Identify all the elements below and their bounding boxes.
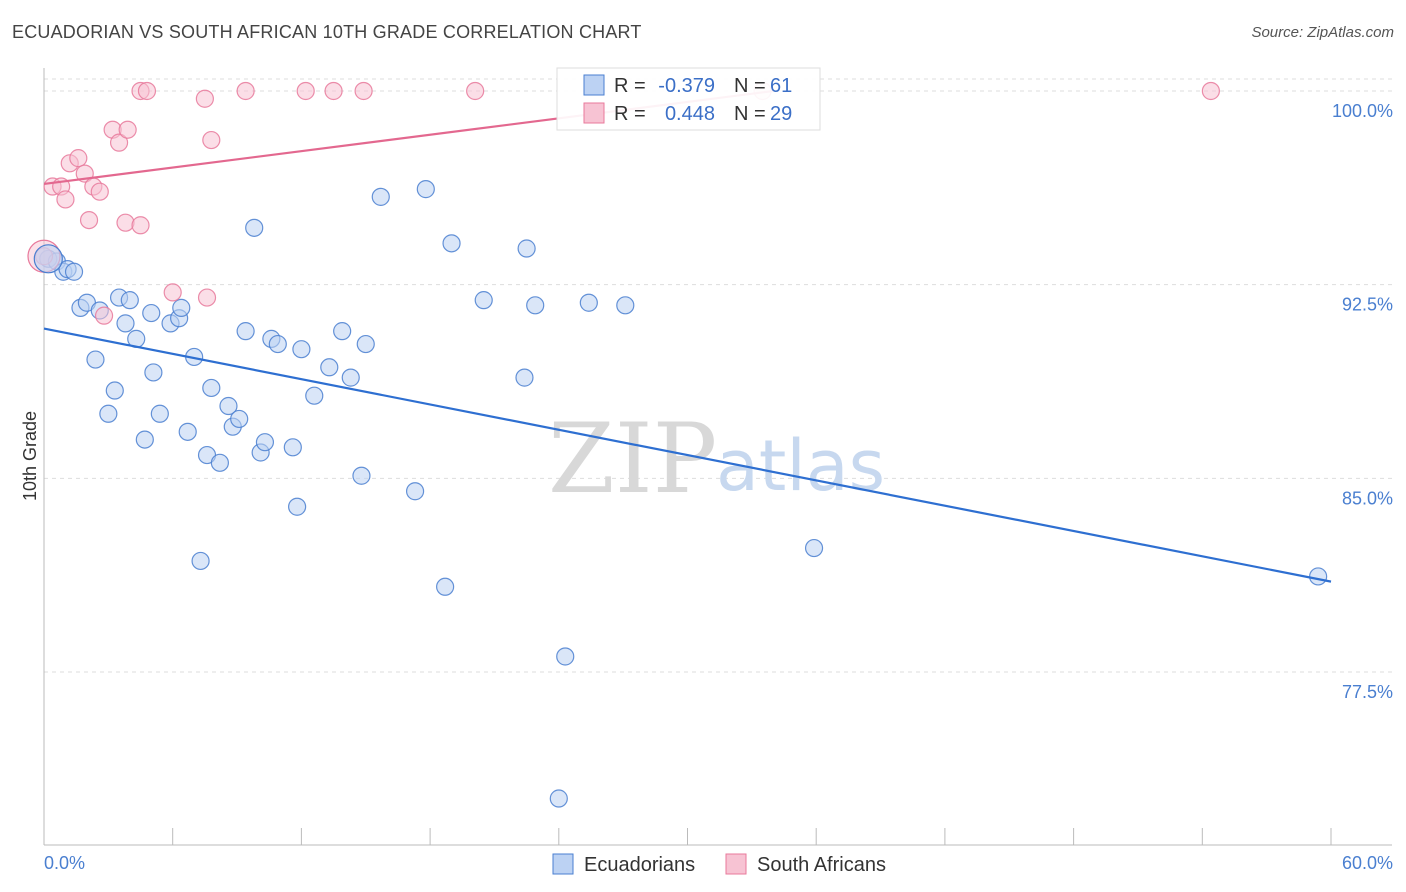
ecuadorian-point (517, 239, 536, 258)
ecuadorian-point (526, 296, 545, 315)
south-african-point (137, 81, 157, 101)
legend: Ecuadorians South Africans (552, 853, 886, 876)
south-african-point (131, 216, 150, 235)
ecuadorian-trend-line (43, 327, 1332, 583)
y-tick-label: 92.5% (1342, 295, 1393, 315)
south-african-point (69, 149, 88, 168)
ecuadorian-point (236, 322, 255, 341)
ecuadorian-point (352, 466, 371, 485)
ecuadorian-point (178, 422, 197, 441)
ecuadorian-point (255, 433, 275, 452)
ecuadorian-point (33, 244, 63, 274)
ecuadorian-point (172, 298, 191, 317)
stats-box: R = -0.379 N = 61 R = 0.448 N = 29 (556, 67, 821, 131)
south-african-point (90, 182, 109, 201)
ecuadorian-point (245, 218, 264, 237)
legend-ecuadorians-swatch (552, 853, 574, 875)
ecuadorian-point (305, 386, 324, 405)
south-african-point (354, 81, 373, 101)
ecuadorian-point (99, 404, 118, 423)
ecuadorian-point (116, 314, 135, 333)
ecuadorian-point (105, 381, 124, 400)
ecuadorian-point (142, 303, 161, 323)
ecuadorian-point (616, 296, 635, 315)
south-african-point (1201, 81, 1220, 101)
ecuadorian-point (144, 363, 163, 382)
tick-labels: 77.5% 85.0% 92.5% 100.0% 0.0% 60.0% (44, 101, 1393, 873)
ecuadorian-point (120, 291, 139, 310)
south-african-point (202, 130, 221, 150)
stats-swatch-south-africans (583, 102, 605, 124)
south-african-point (79, 210, 99, 230)
watermark: ZIP atlas (548, 403, 885, 515)
south-african-point (324, 81, 343, 101)
stats-r-value: 0.448 (665, 103, 715, 125)
ecuadorian-point (416, 180, 435, 199)
south-african-point (109, 133, 129, 152)
ecuadorian-point (135, 430, 154, 449)
ecuadorian-point (371, 187, 390, 206)
south-african-point (118, 120, 137, 139)
ecuadorian-point (268, 334, 287, 354)
south-african-point (56, 190, 75, 209)
ecuadorian-point (556, 647, 575, 666)
chart-title: ECUADORIAN VS SOUTH AFRICAN 10TH GRADE C… (12, 22, 642, 42)
ecuadorian-point (333, 322, 352, 341)
legend-south-africans-swatch (725, 853, 747, 875)
south-african-point (296, 81, 315, 101)
ecuadorian-point (474, 291, 493, 310)
ecuadorian-point (515, 368, 534, 387)
y-tick-label: 100.0% (1332, 101, 1393, 121)
stats-n-label: N = (734, 75, 766, 97)
x-tick-label: 60.0% (1342, 853, 1393, 873)
stats-n-label: N = (734, 103, 766, 125)
ecuadorian-point (579, 293, 598, 312)
ecuadorian-point (1309, 567, 1328, 586)
stats-r-value: -0.379 (658, 75, 715, 97)
south-african-point (163, 283, 182, 302)
ecuadorian-point (86, 350, 105, 369)
ecuadorian-point (442, 234, 461, 253)
grid-lines (44, 78, 1392, 673)
y-tick-label: 77.5% (1342, 682, 1393, 702)
ecuadorian-point (202, 378, 221, 398)
ecuadorian-point (405, 482, 425, 501)
south-african-point (94, 306, 114, 325)
watermark-zip: ZIP (548, 403, 717, 515)
ecuadorian-point (191, 551, 210, 571)
x-tick-label: 0.0% (44, 853, 85, 873)
south-african-point (466, 81, 485, 101)
ecuadorian-point (436, 577, 455, 596)
south-african-point (116, 213, 135, 232)
axes (43, 68, 1392, 846)
south-african-point (236, 81, 255, 101)
stats-swatch-ecuadorians (583, 74, 605, 96)
ecuadorian-point (341, 368, 360, 387)
data-points (27, 81, 1328, 808)
ecuadorian-point (64, 262, 84, 281)
ecuadorian-point (230, 409, 249, 429)
stats-r-label: R = (614, 75, 646, 97)
stats-n-value: 29 (770, 103, 792, 125)
south-african-point (195, 89, 214, 108)
ecuadorian-point (219, 396, 238, 416)
ecuadorian-point (549, 789, 568, 808)
y-axis-label: 10th Grade (20, 411, 40, 501)
ecuadorian-point (283, 438, 302, 457)
ecuadorian-point (288, 497, 307, 516)
ecuadorian-point (292, 340, 311, 359)
stats-r-label: R = (614, 103, 646, 125)
legend-ecuadorians-label: Ecuadorians (584, 854, 695, 876)
south-african-point (197, 288, 217, 307)
ecuadorian-point (150, 404, 169, 423)
chart-source: Source: ZipAtlas.com (1251, 24, 1394, 41)
y-tick-label: 85.0% (1342, 488, 1393, 508)
ecuadorian-point (320, 358, 339, 377)
ecuadorian-point (210, 453, 229, 472)
ecuadorian-point (804, 538, 824, 558)
stats-n-value: 61 (770, 75, 792, 97)
ecuadorian-point (356, 334, 375, 354)
legend-south-africans-label: South Africans (757, 854, 886, 876)
